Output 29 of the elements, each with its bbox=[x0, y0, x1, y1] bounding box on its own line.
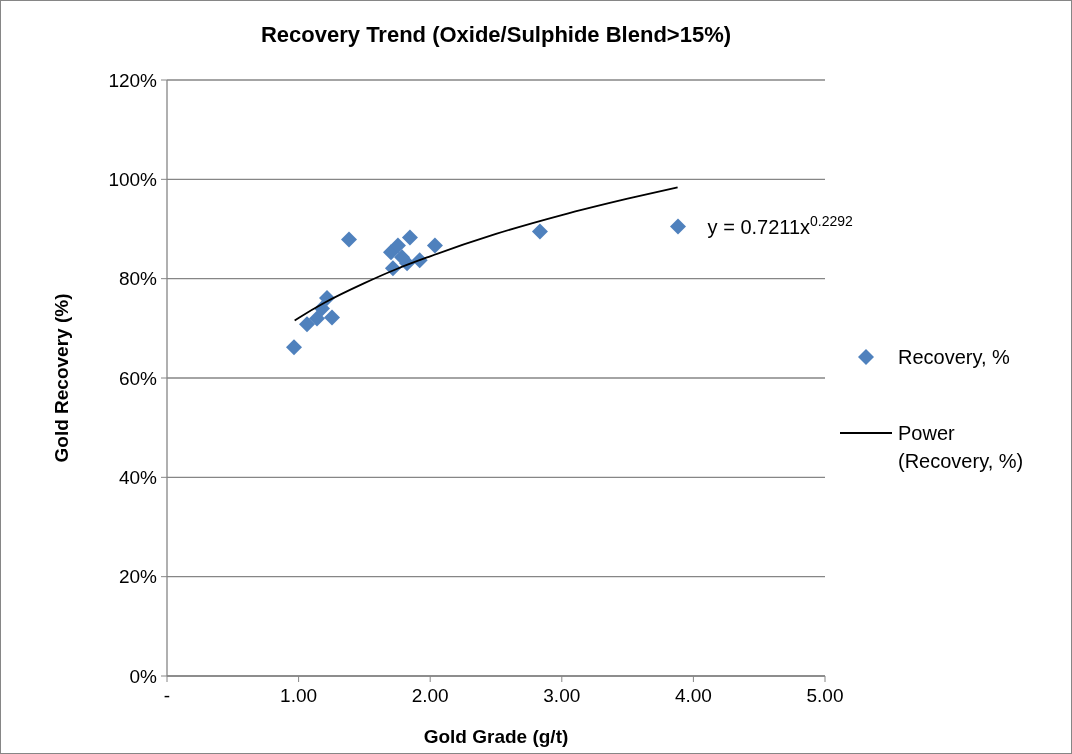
point bbox=[670, 218, 686, 235]
point bbox=[401, 229, 418, 246]
y-tick-label: 40% bbox=[118, 466, 158, 488]
point bbox=[389, 237, 406, 254]
point bbox=[309, 310, 326, 327]
y-tick-label: 60% bbox=[118, 367, 158, 389]
point bbox=[341, 231, 357, 248]
annotation: y = 0.7211x$^{0.2292}$ bbox=[707, 212, 854, 238]
y-tick-label: 120% bbox=[108, 69, 158, 91]
point bbox=[299, 316, 316, 333]
x-tick-label: 4.00 bbox=[674, 685, 712, 706]
chart-title: Recovery Trend (Oxide/Sulphide Blend>15%) bbox=[260, 22, 732, 47]
y-tick-label: 20% bbox=[118, 566, 158, 588]
point bbox=[324, 309, 341, 326]
y-tick-label: 80% bbox=[118, 268, 158, 290]
x-tick-label: 3.00 bbox=[543, 685, 581, 706]
x-tick-label: 1.00 bbox=[280, 685, 318, 706]
point bbox=[426, 237, 443, 254]
legend-label: Recovery, % bbox=[898, 346, 1011, 368]
y-tick-label: 0% bbox=[129, 665, 158, 687]
x-axis-title: Gold Grade (g/t) bbox=[423, 726, 569, 747]
point bbox=[285, 339, 302, 356]
y-tick-label: 100% bbox=[108, 168, 158, 190]
x-tick-label: 2.00 bbox=[411, 685, 449, 706]
legend-label: Power (Recovery, %) bbox=[898, 422, 1024, 472]
x-tick-label: 5.00 bbox=[806, 685, 844, 706]
x-tick-label: - bbox=[163, 685, 171, 706]
y-axis-title: Gold Recovery (%) bbox=[51, 293, 72, 463]
point bbox=[531, 223, 548, 240]
